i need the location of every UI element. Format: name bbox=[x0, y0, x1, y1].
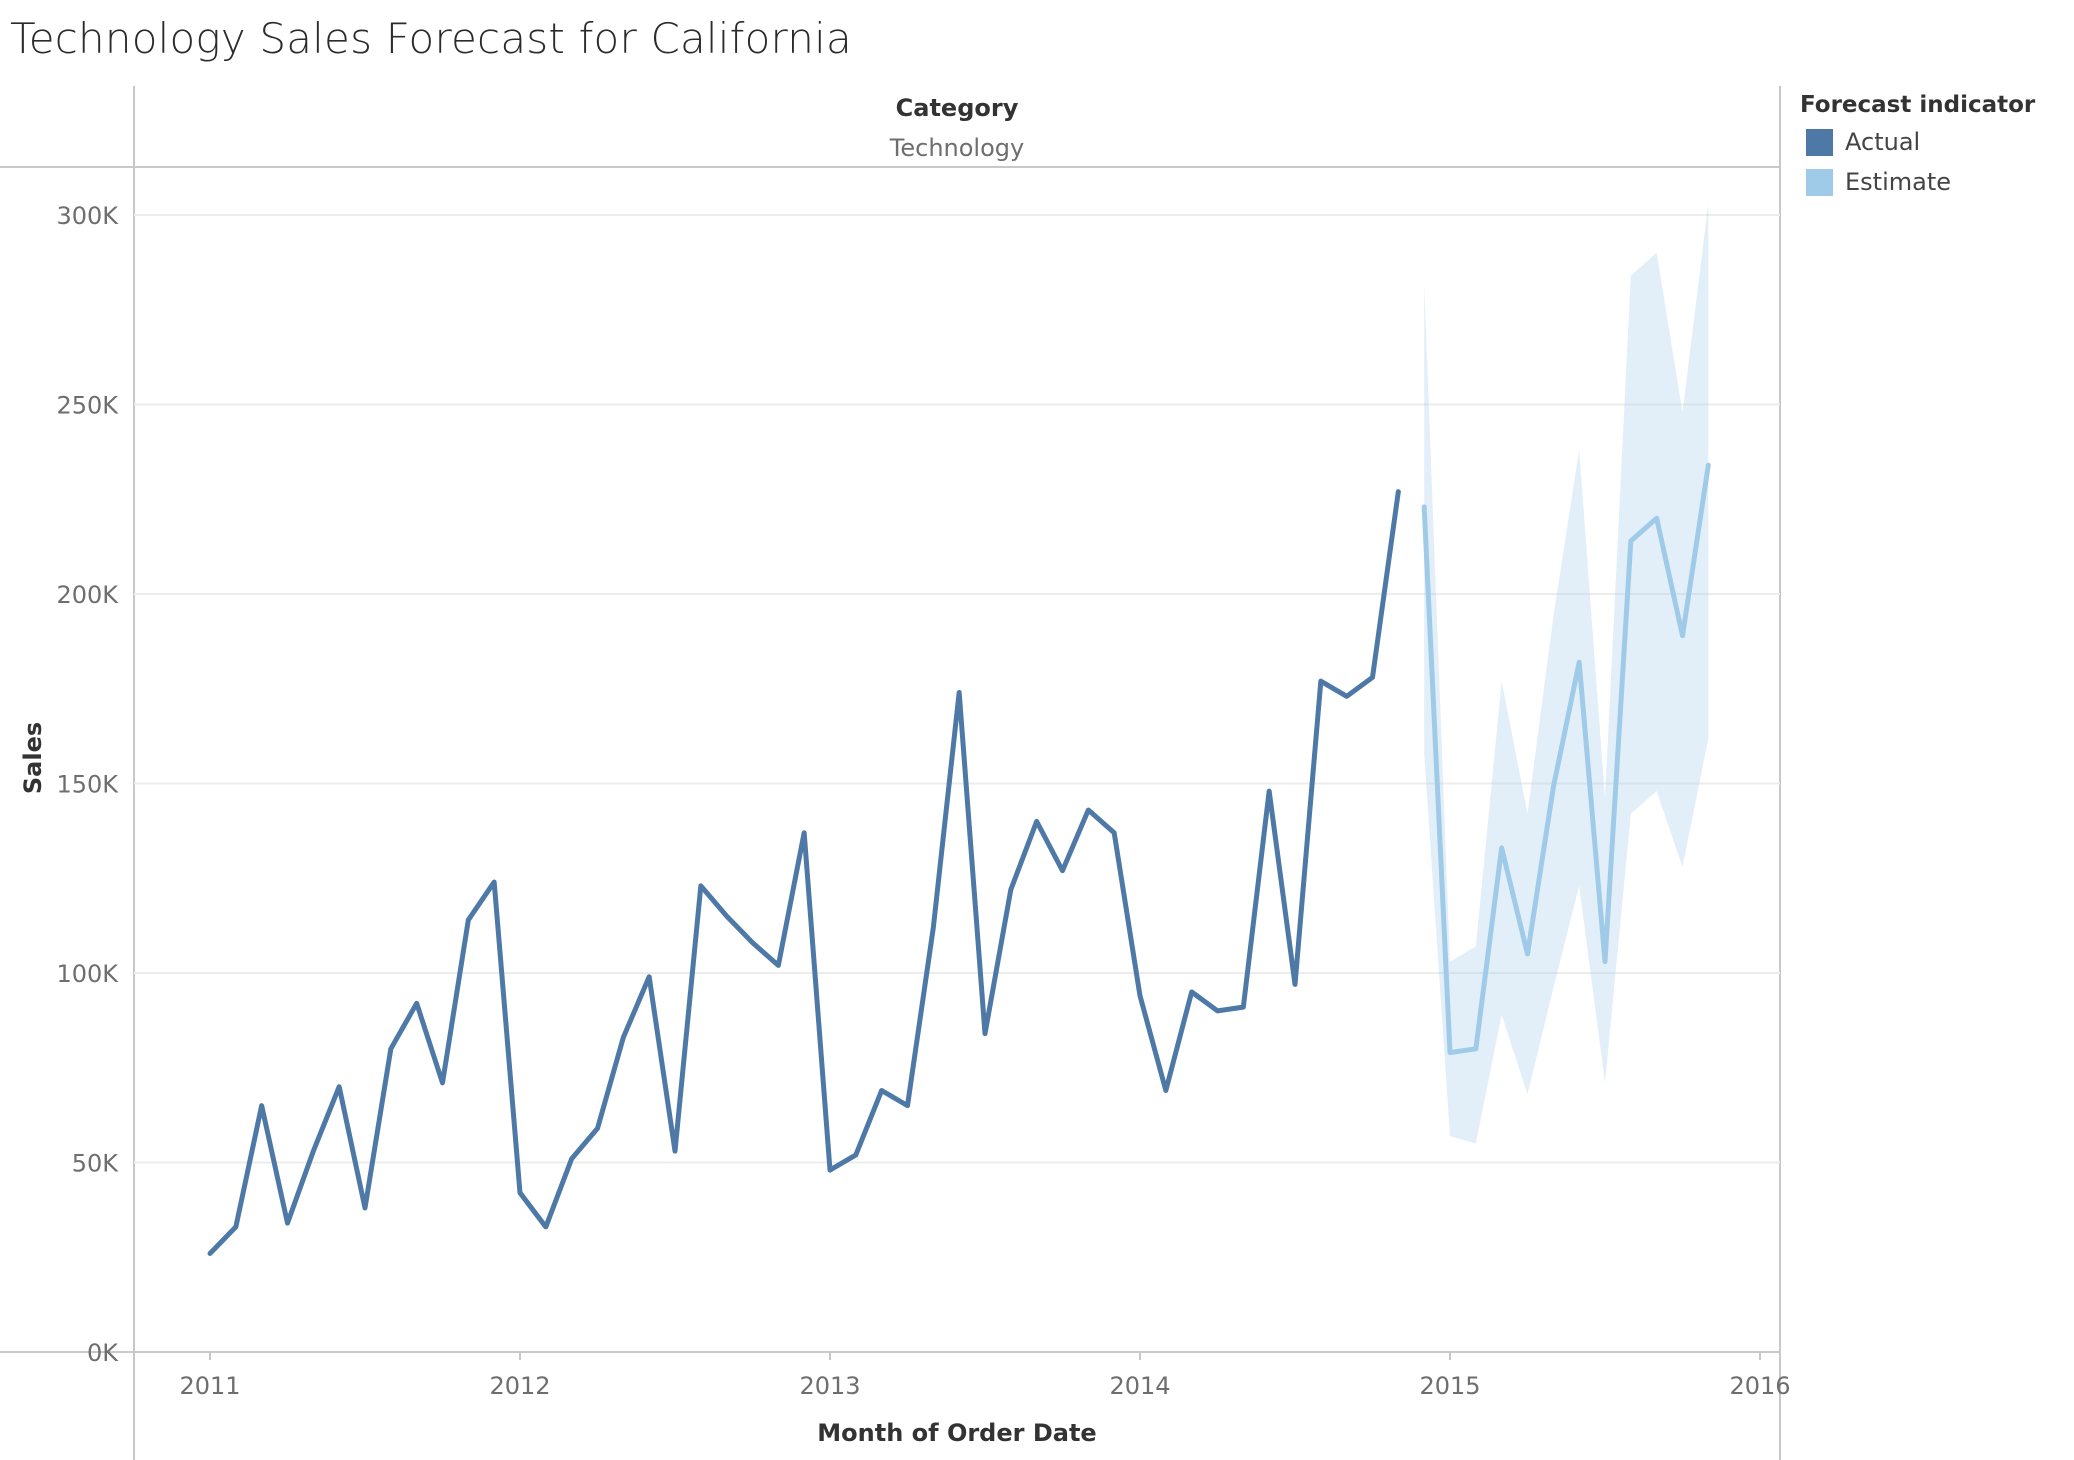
legend-item-actual[interactable]: Actual bbox=[1800, 122, 2035, 162]
y-axis-ticks: 0K 50K 100K 150K 200K 250K 300K bbox=[56, 202, 119, 1367]
estimate-confidence-band bbox=[1424, 203, 1709, 1144]
y-axis-title: Sales bbox=[19, 722, 47, 794]
legend-swatch-estimate bbox=[1806, 168, 1833, 196]
y-tick-label: 0K bbox=[87, 1339, 119, 1367]
forecast-band-layer bbox=[1424, 203, 1709, 1144]
legend-label-estimate: Estimate bbox=[1845, 168, 1952, 196]
legend-item-estimate[interactable]: Estimate bbox=[1800, 162, 2035, 202]
x-tick-label: 2012 bbox=[489, 1372, 550, 1400]
x-axis-title: Month of Order Date bbox=[817, 1419, 1096, 1447]
x-tick-label: 2013 bbox=[799, 1372, 860, 1400]
series-lines bbox=[207, 462, 1711, 1256]
y-tick-label: 50K bbox=[72, 1150, 120, 1178]
x-tick-label: 2014 bbox=[1109, 1372, 1170, 1400]
header-field-label: Category bbox=[896, 94, 1019, 122]
gridlines bbox=[134, 214, 1780, 1164]
chart-title: Technology Sales Forecast for California bbox=[10, 14, 852, 63]
legend-title: Forecast indicator bbox=[1800, 92, 2036, 118]
y-tick-label: 150K bbox=[56, 771, 119, 799]
legend-label-actual: Actual bbox=[1845, 128, 1921, 156]
legend-swatch-actual bbox=[1806, 128, 1833, 156]
series-line-estimate[interactable] bbox=[1421, 462, 1711, 1056]
series-line-actual[interactable] bbox=[207, 489, 1401, 1256]
y-tick-label: 100K bbox=[56, 960, 119, 988]
y-tick-label: 200K bbox=[56, 581, 119, 609]
header-field-value: Technology bbox=[889, 134, 1024, 162]
x-tick-label: 2016 bbox=[1729, 1372, 1790, 1400]
legend: Forecast indicator Actual Estimate bbox=[1800, 92, 2035, 202]
y-tick-label: 300K bbox=[56, 202, 119, 230]
x-tick-label: 2011 bbox=[179, 1372, 240, 1400]
x-axis-ticks: 2011 2012 2013 2014 2015 2016 bbox=[179, 1352, 1791, 1400]
x-tick-label: 2015 bbox=[1419, 1372, 1480, 1400]
y-tick-label: 250K bbox=[56, 392, 119, 420]
